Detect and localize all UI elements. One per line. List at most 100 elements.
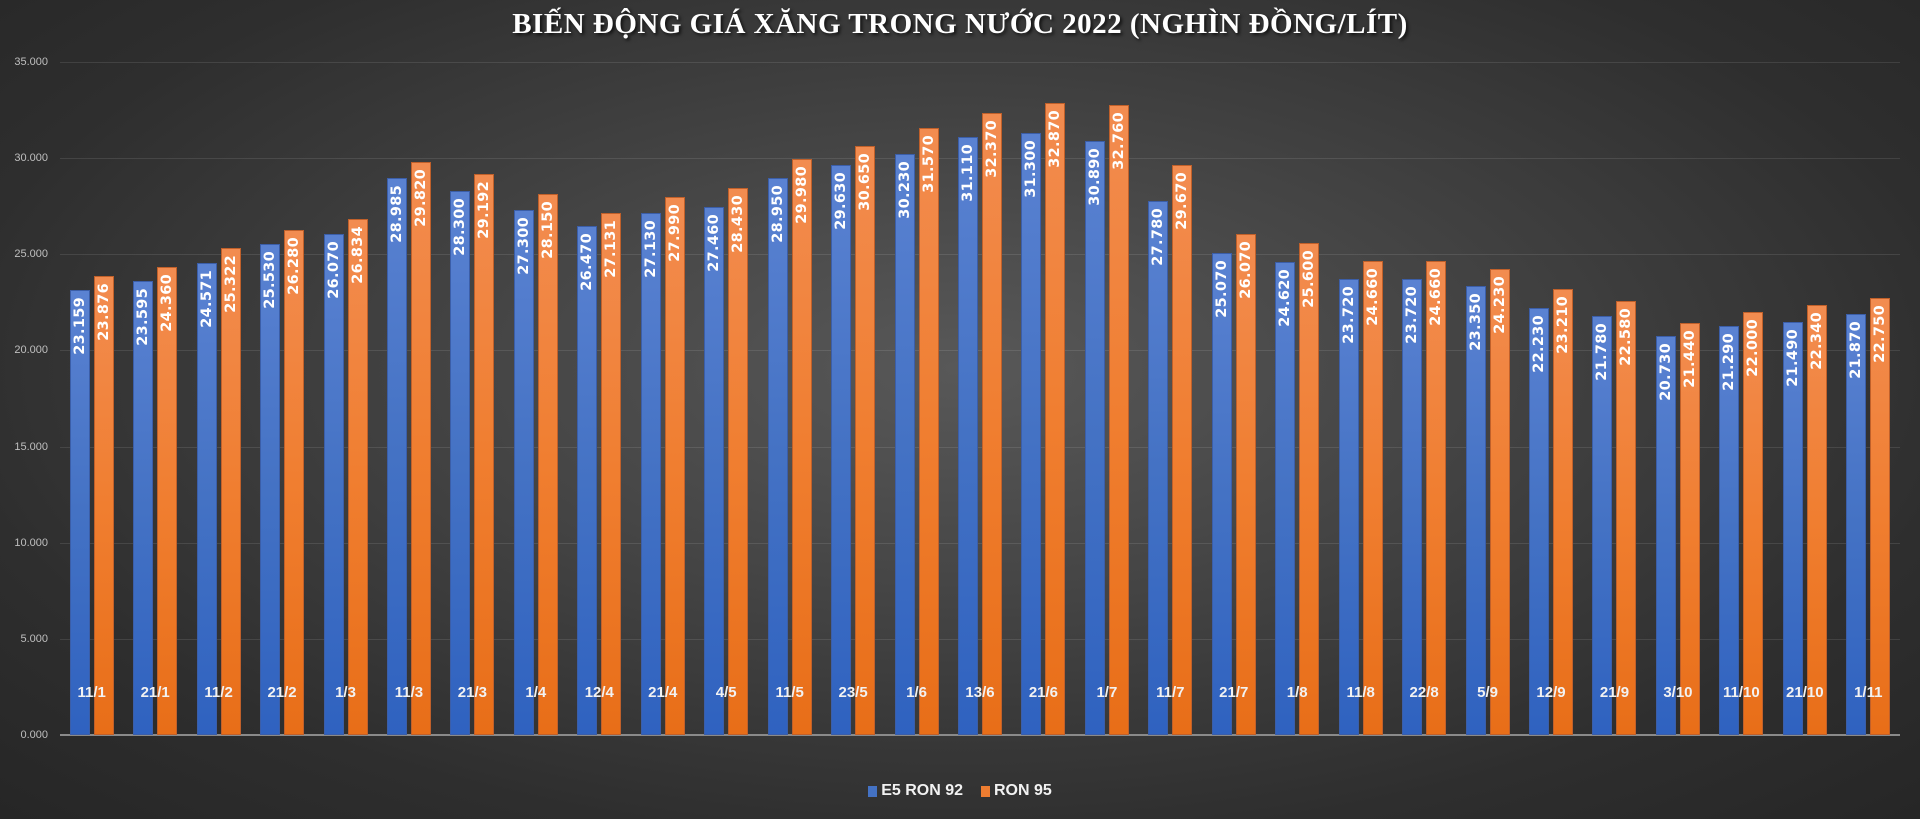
- bar-ron95[interactable]: 32.870: [1045, 102, 1066, 735]
- x-tick-label: 21/4: [648, 684, 678, 701]
- bar-e5-ron92[interactable]: 25.070: [1211, 252, 1232, 735]
- data-label: 27.131: [603, 220, 620, 279]
- bar-e5-ron92[interactable]: 28.950: [767, 178, 788, 735]
- data-label: 22.230: [1531, 314, 1548, 373]
- bar-ron95[interactable]: 22.340: [1806, 305, 1827, 735]
- bar-e5-ron92[interactable]: 23.350: [1465, 286, 1486, 735]
- bar-ron95[interactable]: 29.192: [474, 173, 495, 735]
- y-tick-label: 20.000: [14, 344, 48, 357]
- bar-ron95[interactable]: 24.660: [1362, 260, 1383, 735]
- bar-ron95[interactable]: 26.280: [284, 229, 305, 735]
- data-label: 23.876: [95, 282, 112, 341]
- bar-e5-ron92[interactable]: 30.230: [894, 153, 915, 735]
- x-tick-label: 11/5: [775, 684, 804, 701]
- data-label: 26.070: [325, 240, 342, 299]
- x-tick-label: 22/8: [1409, 684, 1439, 701]
- data-label: 29.630: [833, 172, 850, 231]
- bar-ron95[interactable]: 24.230: [1489, 269, 1510, 735]
- y-tick-label: 30.000: [14, 152, 48, 165]
- bar-ron95[interactable]: 28.150: [537, 193, 558, 735]
- legend-item-e5[interactable]: E5 RON 92: [868, 782, 963, 800]
- bar-ron95[interactable]: 22.580: [1616, 300, 1637, 735]
- gridline: [60, 62, 1900, 63]
- x-tick-label: 21/3: [457, 684, 487, 701]
- bar-ron95[interactable]: 22.000: [1743, 311, 1764, 735]
- data-label: 22.580: [1618, 307, 1635, 366]
- bar-ron95[interactable]: 29.820: [410, 161, 431, 735]
- y-tick-label: 5.000: [20, 632, 48, 645]
- data-label: 23.595: [135, 288, 152, 347]
- data-label: 23.720: [1340, 285, 1357, 344]
- data-label: 22.750: [1872, 304, 1889, 363]
- bar-e5-ron92[interactable]: 26.470: [577, 226, 598, 735]
- legend-swatch-e5-icon: [868, 785, 878, 797]
- bar-e5-ron92[interactable]: 30.890: [1084, 141, 1105, 735]
- bar-e5-ron92[interactable]: 23.720: [1338, 278, 1359, 735]
- bar-ron95[interactable]: 23.210: [1553, 288, 1574, 735]
- bar-ron95[interactable]: 22.750: [1870, 297, 1891, 735]
- x-tick-label: 11/1: [77, 684, 106, 701]
- bar-e5-ron92[interactable]: 21.490: [1782, 321, 1803, 735]
- bar-ron95[interactable]: 24.660: [1426, 260, 1447, 735]
- x-tick-label: 11/2: [204, 684, 233, 701]
- legend-label-e5: E5 RON 92: [881, 782, 963, 799]
- data-label: 29.820: [412, 168, 429, 227]
- x-tick-label: 3/10: [1663, 684, 1693, 701]
- bar-e5-ron92[interactable]: 23.595: [133, 281, 154, 735]
- bar-ron95[interactable]: 30.650: [855, 145, 876, 735]
- bar-e5-ron92[interactable]: 29.630: [831, 165, 852, 735]
- legend-item-ron95[interactable]: RON 95: [981, 782, 1052, 800]
- bar-e5-ron92[interactable]: 21.870: [1846, 314, 1867, 735]
- bar-e5-ron92[interactable]: 21.780: [1592, 316, 1613, 735]
- bar-e5-ron92[interactable]: 22.230: [1529, 307, 1550, 735]
- bar-ron95[interactable]: 32.370: [982, 112, 1002, 735]
- data-label: 21.870: [1848, 321, 1865, 380]
- bar-ron95[interactable]: 26.834: [347, 219, 368, 735]
- bar-ron95[interactable]: 25.322: [220, 248, 241, 735]
- bar-ron95[interactable]: 24.360: [157, 266, 178, 735]
- bar-ron95[interactable]: 27.131: [601, 213, 622, 735]
- bar-ron95[interactable]: 21.440: [1679, 322, 1700, 735]
- data-label: 28.430: [730, 195, 747, 254]
- bar-e5-ron92[interactable]: 23.159: [69, 289, 90, 735]
- data-label: 24.571: [198, 269, 215, 328]
- bar-e5-ron92[interactable]: 28.300: [450, 190, 471, 735]
- bar-ron95[interactable]: 26.070: [1235, 233, 1256, 735]
- bar-e5-ron92[interactable]: 31.300: [1021, 133, 1042, 735]
- bar-ron95[interactable]: 29.670: [1172, 164, 1193, 735]
- bar-ron95[interactable]: 28.430: [728, 188, 749, 735]
- bar-e5-ron92[interactable]: 23.720: [1402, 278, 1423, 735]
- bar-e5-ron92[interactable]: 27.300: [513, 210, 534, 735]
- bar-e5-ron92[interactable]: 27.130: [640, 213, 661, 735]
- bar-e5-ron92[interactable]: 27.460: [704, 206, 725, 735]
- bar-ron95[interactable]: 29.980: [791, 158, 812, 735]
- data-label: 23.720: [1404, 285, 1421, 344]
- bar-e5-ron92[interactable]: 21.290: [1719, 325, 1740, 735]
- x-tick-label: 1/6: [906, 684, 927, 701]
- x-tick-label: 13/6: [965, 684, 995, 701]
- legend-label-ron95: RON 95: [994, 782, 1052, 799]
- data-label: 21.780: [1594, 323, 1611, 381]
- bar-e5-ron92[interactable]: 25.530: [260, 244, 281, 735]
- bar-e5-ron92[interactable]: 26.070: [323, 233, 344, 735]
- x-tick-label: 4/5: [715, 684, 737, 701]
- bar-e5-ron92[interactable]: 20.730: [1655, 336, 1676, 735]
- bar-e5-ron92[interactable]: 27.780: [1148, 200, 1169, 735]
- legend: E5 RON 92 RON 95: [0, 782, 1920, 800]
- bar-ron95[interactable]: 32.760: [1108, 105, 1129, 735]
- bar-ron95[interactable]: 31.570: [918, 127, 939, 735]
- bar-e5-ron92[interactable]: 28.985: [386, 177, 407, 735]
- data-label: 29.980: [793, 165, 810, 224]
- bar-ron95[interactable]: 25.600: [1299, 242, 1320, 735]
- bar-e5-ron92[interactable]: 31.110: [958, 136, 978, 735]
- data-label: 27.300: [515, 217, 532, 275]
- x-tick-label: 11/8: [1346, 684, 1375, 701]
- y-tick-label: 10.000: [14, 536, 48, 549]
- data-label: 24.620: [1277, 268, 1294, 327]
- bar-ron95[interactable]: 27.990: [664, 196, 685, 735]
- bar-ron95[interactable]: 23.876: [93, 275, 114, 735]
- bar-e5-ron92[interactable]: 24.571: [196, 262, 217, 735]
- bar-e5-ron92[interactable]: 24.620: [1275, 261, 1296, 735]
- x-tick-label: 1/7: [1096, 684, 1118, 701]
- data-label: 26.280: [286, 236, 303, 295]
